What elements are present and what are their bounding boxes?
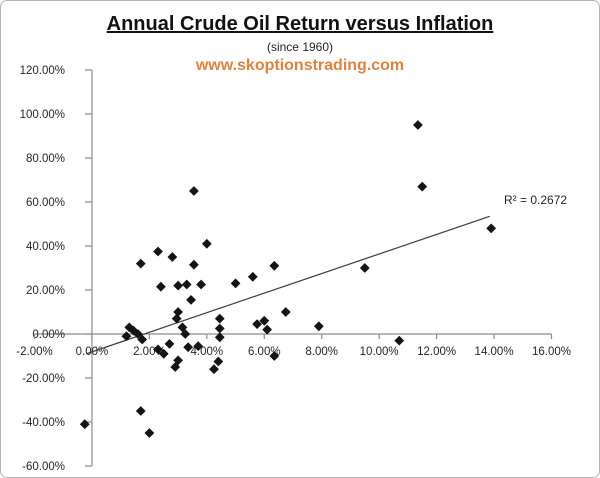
data-point <box>153 344 163 355</box>
data-point <box>230 278 241 289</box>
data-point <box>259 315 270 326</box>
data-point <box>171 313 182 324</box>
y-axis-tick-label: -40.00% <box>22 417 65 429</box>
y-axis-tick-label: 60.00% <box>26 197 65 209</box>
data-point <box>189 259 199 270</box>
x-axis-tick-label: 12.00% <box>417 346 456 358</box>
website-url: www.skoptionstrading.com <box>195 57 405 74</box>
data-point <box>164 339 175 349</box>
data-point <box>252 319 262 329</box>
data-point <box>121 331 132 342</box>
data-point <box>135 258 146 269</box>
x-axis-tick-label: -2.00% <box>16 346 52 358</box>
r-squared-label: R² = 0.2672 <box>504 193 567 207</box>
y-axis-tick-label: -20.00% <box>22 373 65 385</box>
data-point <box>201 238 212 249</box>
data-point <box>155 281 166 292</box>
data-point <box>394 335 405 346</box>
data-point <box>144 428 155 438</box>
y-axis-tick-label: 40.00% <box>26 241 65 253</box>
y-axis-tick-label: 20.00% <box>26 285 65 297</box>
y-axis-tick-label: 80.00% <box>26 153 65 165</box>
data-point <box>183 342 194 353</box>
x-axis-tick-label: 10.00% <box>360 346 399 358</box>
data-point <box>213 356 224 367</box>
data-point <box>214 323 225 334</box>
data-point <box>153 246 163 257</box>
x-axis-tick-label: 14.00% <box>475 346 514 358</box>
data-point <box>486 223 497 234</box>
x-axis-tick-label: 16.00% <box>532 346 571 358</box>
data-point <box>247 271 258 282</box>
data-point <box>196 279 206 290</box>
data-point <box>186 295 196 305</box>
data-point <box>189 186 199 196</box>
x-axis-tick-label: 8.00% <box>305 346 338 358</box>
y-axis-tick-label: 120.00% <box>20 65 65 77</box>
data-point <box>173 355 184 366</box>
data-point <box>181 279 192 290</box>
data-point <box>173 280 184 291</box>
data-point <box>214 332 225 343</box>
chart-subtitle: (since 1960) <box>266 40 334 54</box>
data-point <box>170 362 181 372</box>
data-point <box>359 263 370 273</box>
data-point <box>180 329 191 339</box>
data-point <box>269 260 280 271</box>
data-point <box>79 419 90 430</box>
y-axis-tick-label: 100.00% <box>20 109 65 121</box>
data-point <box>280 307 291 317</box>
data-point <box>137 334 148 345</box>
data-point <box>413 120 423 130</box>
data-point <box>209 364 219 375</box>
data-point <box>269 351 280 361</box>
y-axis-tick-label: -60.00% <box>22 461 65 473</box>
data-point <box>214 313 225 324</box>
trend-line <box>86 215 490 355</box>
data-point <box>262 324 273 335</box>
data-point <box>417 181 428 192</box>
data-point <box>133 329 143 339</box>
data-point <box>173 307 184 317</box>
data-point <box>313 321 324 332</box>
data-point <box>158 348 169 359</box>
chart-title: Annual Crude Oil Return versus Inflation <box>106 13 494 35</box>
data-point <box>167 252 178 262</box>
data-point <box>193 341 204 351</box>
data-point <box>135 406 146 416</box>
y-axis-tick-label: 0.00% <box>32 329 65 341</box>
